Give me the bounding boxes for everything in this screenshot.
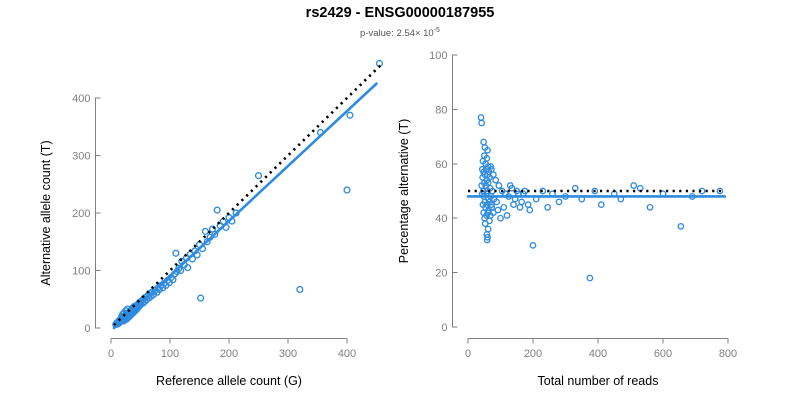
data-point <box>296 285 304 294</box>
y-tick-label: 20 <box>435 268 447 280</box>
data-point <box>630 182 638 189</box>
data-point <box>184 264 192 272</box>
x-tick-label: 0 <box>465 348 471 360</box>
data-point <box>677 222 685 230</box>
right-y-axis-ticks: 0 20 40 60 80 100 <box>429 50 458 334</box>
data-point <box>346 111 354 119</box>
right-panel-lines <box>466 189 727 198</box>
data-point <box>211 230 219 238</box>
data-point <box>254 172 263 180</box>
left-x-axis-title: Reference allele count (G) <box>156 374 302 388</box>
x-tick-label: 200 <box>220 348 238 360</box>
y-tick-label: 400 <box>72 93 90 105</box>
y-tick-label: 0 <box>441 322 447 334</box>
data-point <box>529 242 537 249</box>
data-point <box>513 187 521 195</box>
data-point <box>484 233 491 241</box>
x-tick-label: 300 <box>279 348 297 360</box>
data-point <box>343 186 351 194</box>
data-point <box>172 249 180 257</box>
data-point <box>539 187 547 195</box>
data-point <box>478 119 486 127</box>
left-y-axis-ticks: 0 100 200 300 400 <box>72 93 101 335</box>
left-x-axis-ticks: 0 100 200 300 400 <box>108 338 356 360</box>
x-tick-label: 0 <box>108 348 114 360</box>
figure-subtitle-exponent: -5 <box>434 27 440 34</box>
data-point <box>489 171 497 179</box>
data-point <box>716 187 724 195</box>
y-tick-label: 100 <box>429 50 447 62</box>
data-point <box>493 198 500 206</box>
data-point <box>481 220 489 228</box>
figure-title: rs2429 - ENSG00000187955 <box>306 5 495 21</box>
regression-line <box>112 82 378 330</box>
data-point <box>495 182 503 189</box>
data-point <box>516 203 524 211</box>
data-point <box>213 206 221 214</box>
data-point <box>646 203 654 211</box>
y-tick-label: 80 <box>435 104 447 116</box>
data-point <box>506 182 514 189</box>
identity-line <box>113 63 383 327</box>
data-point <box>544 203 551 211</box>
y-tick-label: 100 <box>72 266 90 278</box>
data-point <box>586 274 594 282</box>
x-tick-label: 400 <box>589 348 607 360</box>
left-panel: 0 100 200 300 400 Alternative allele count (… <box>39 59 384 388</box>
y-tick-label: 60 <box>435 159 447 171</box>
right-x-axis-title: Total number of reads <box>538 374 659 388</box>
data-point <box>555 198 563 206</box>
data-point <box>487 163 495 170</box>
x-tick-label: 100 <box>161 348 179 360</box>
data-point <box>500 203 508 211</box>
right-x-axis-ticks: 0 200 400 600 800 <box>465 338 737 360</box>
data-point <box>484 146 491 154</box>
data-point <box>492 176 499 184</box>
data-point <box>503 212 511 219</box>
x-tick-label: 400 <box>338 348 356 360</box>
data-point <box>197 294 205 302</box>
y-tick-label: 0 <box>84 323 90 335</box>
x-tick-label: 600 <box>654 348 672 360</box>
y-tick-label: 200 <box>72 208 90 220</box>
x-tick-label: 800 <box>719 348 737 360</box>
left-y-axis-title: Alternative allele count (T) <box>39 140 53 285</box>
data-point <box>497 214 504 222</box>
right-y-axis-title: Percentage alternative (T) <box>397 119 411 264</box>
left-panel-lines <box>112 63 383 330</box>
figure-subtitle: p-value: 2.54× 10-5 <box>360 27 440 39</box>
data-point <box>526 206 534 214</box>
figure-subtitle-prefix: p-value: 2.54× 10 <box>360 28 434 39</box>
data-point <box>591 187 599 195</box>
data-point <box>510 201 517 208</box>
data-point <box>483 236 491 244</box>
y-tick-label: 40 <box>435 213 447 225</box>
data-point <box>488 201 495 208</box>
x-tick-label: 200 <box>524 348 542 360</box>
y-tick-label: 300 <box>72 151 90 163</box>
data-point <box>597 201 605 208</box>
